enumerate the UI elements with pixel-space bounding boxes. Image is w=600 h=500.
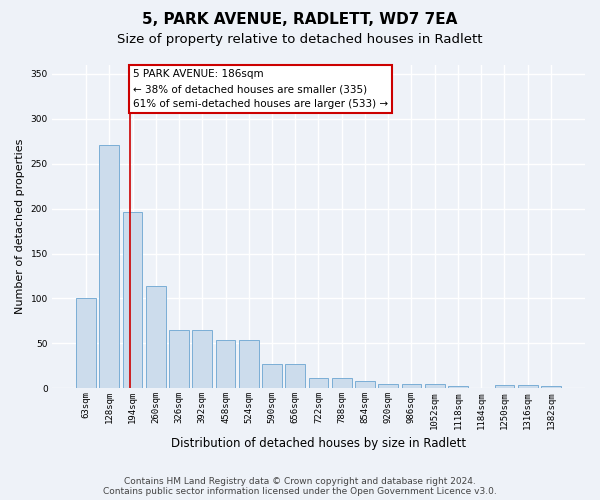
Y-axis label: Number of detached properties: Number of detached properties [15,139,25,314]
X-axis label: Distribution of detached houses by size in Radlett: Distribution of detached houses by size … [171,437,466,450]
Bar [518,384,538,388]
Bar [355,381,375,388]
Bar [122,212,142,388]
Bar [146,286,166,388]
Bar [332,378,352,388]
Bar [76,298,96,388]
Bar [193,330,212,388]
Bar [286,364,305,388]
Bar [308,378,328,388]
Text: 5 PARK AVENUE: 186sqm
← 38% of detached houses are smaller (335)
61% of semi-det: 5 PARK AVENUE: 186sqm ← 38% of detached … [133,70,388,109]
Bar [262,364,282,388]
Bar [169,330,189,388]
Bar [379,384,398,388]
Bar [215,340,235,388]
Bar [239,340,259,388]
Bar [425,384,445,388]
Bar [494,384,514,388]
Bar [401,384,421,388]
Text: Size of property relative to detached houses in Radlett: Size of property relative to detached ho… [117,32,483,46]
Bar [541,386,561,388]
Bar [448,386,468,388]
Text: Contains HM Land Registry data © Crown copyright and database right 2024.
Contai: Contains HM Land Registry data © Crown c… [103,476,497,496]
Text: 5, PARK AVENUE, RADLETT, WD7 7EA: 5, PARK AVENUE, RADLETT, WD7 7EA [142,12,458,28]
Bar [100,145,119,388]
